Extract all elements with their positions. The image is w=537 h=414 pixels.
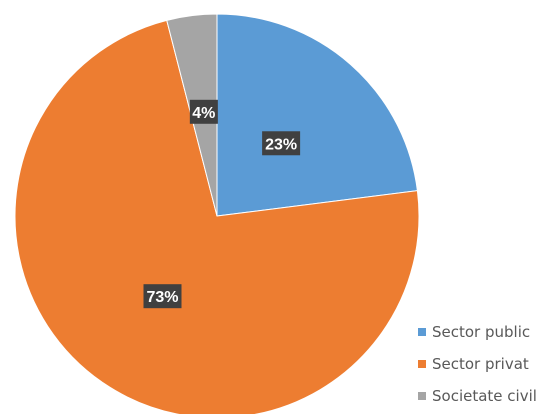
legend-swatch-sector-privat (418, 360, 426, 368)
data-label-box (262, 131, 301, 156)
legend-label-societate-civila: Societate civila (432, 387, 537, 405)
legend-swatch-societate-civila (418, 392, 426, 400)
data-label-sector-privat: 73% (143, 284, 182, 309)
data-label-box (189, 99, 218, 124)
pie-slice-sector-public (216, 13, 418, 217)
legend: Sector public Sector privat Societate ci… (406, 304, 537, 414)
legend-label-sector-public: Sector public (432, 323, 531, 341)
legend-swatch-sector-public (418, 328, 426, 336)
data-label-text: 4% (192, 105, 215, 122)
legend-item-sector-privat: Sector privat (418, 348, 537, 380)
data-label-text: 23% (265, 136, 297, 153)
data-label-sector-public: 23% (262, 131, 301, 156)
pie-slices (14, 13, 420, 414)
legend-item-societate-civila: Societate civila (418, 380, 537, 412)
legend-item-sector-public: Sector public (418, 316, 537, 348)
data-label-box (143, 284, 182, 309)
data-label-societate-civila: 4% (189, 99, 218, 124)
pie-data-labels: 23% 73% 4% (143, 99, 301, 309)
legend-label-sector-privat: Sector privat (432, 355, 529, 373)
pie-slice-sector-privat (14, 19, 420, 414)
data-label-text: 73% (146, 289, 178, 306)
